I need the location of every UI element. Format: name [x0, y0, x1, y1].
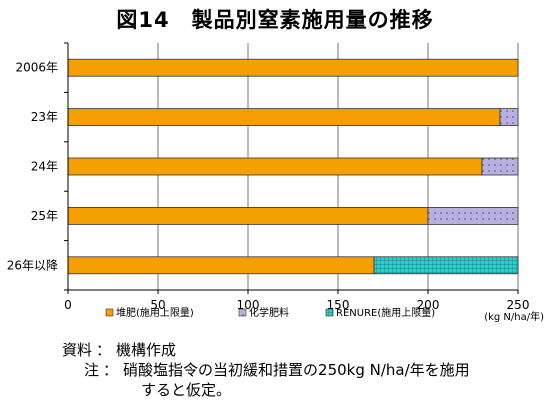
source-label: 資料: [62, 341, 93, 359]
source-text: 機構作成: [116, 341, 177, 359]
bars: [67, 58, 519, 275]
assumption-note-continued: すると仮定。: [62, 380, 470, 400]
x-tick-label-50: 50: [150, 298, 165, 312]
x-tick-label-150: 150: [327, 298, 350, 312]
x-tick-label-250: 250: [507, 298, 530, 312]
note-text-line1: 硝酸塩指令の当初緩和措置の250kg N/ha/年を施用: [123, 361, 470, 379]
x-tick-label-0: 0: [64, 298, 72, 312]
assumption-note: 注：硝酸塩指令の当初緩和措置の250kg N/ha/年を施用: [62, 360, 470, 380]
category-label-2: 24年: [31, 160, 58, 174]
legend-swatch-1: [238, 308, 247, 317]
axes: [64, 42, 519, 294]
source-separator: ：: [96, 341, 112, 359]
legend: 堆肥(施用上限量) 化学肥料 RENURE(施用上限量): [105, 306, 435, 319]
legend-swatch-0: [105, 308, 114, 317]
legend-label-1: 化学肥料: [249, 306, 289, 319]
category-label-1: 23年: [31, 110, 58, 124]
category-label-0: 2006年: [15, 61, 58, 75]
note-text-line2: すると仮定。: [141, 381, 232, 399]
axis-labels: 2006年 23年 24年 25年 26年以降 0 50 100 150 200 250(kg N/…: [7, 61, 544, 323]
note-separator: ：: [103, 361, 119, 379]
bar-4-series-0: [67, 256, 375, 275]
note-label: 注: [84, 361, 100, 379]
notes: 資料：機構作成 注：硝酸塩指令の当初緩和措置の250kg N/ha/年を施用 す…: [62, 340, 470, 400]
category-label-4: 26年以降: [7, 258, 58, 272]
bar-2-series-1: [481, 157, 519, 176]
x-tick-label-200: 200: [417, 298, 440, 312]
bar-0-series-0: [67, 58, 519, 77]
bar-1-series-0: [67, 108, 501, 126]
source-note: 資料：機構作成: [62, 340, 470, 360]
legend-label-2: RENURE(施用上限量): [336, 306, 435, 319]
chart-title: 図14 製品別窒素施用量の推移: [116, 8, 434, 32]
x-tick-label-100: 100: [237, 298, 260, 312]
legend-label-0: 堆肥(施用上限量): [116, 306, 194, 319]
bar-3-series-0: [67, 206, 429, 225]
x-axis-unit: (kg N/ha/年): [484, 310, 544, 323]
category-label-3: 25年: [31, 209, 58, 223]
bar-3-series-1: [427, 206, 519, 225]
bar-1-series-1: [499, 108, 519, 126]
bar-4-series-2: [373, 256, 519, 275]
legend-swatch-2: [325, 308, 334, 317]
bar-2-series-0: [67, 157, 483, 176]
